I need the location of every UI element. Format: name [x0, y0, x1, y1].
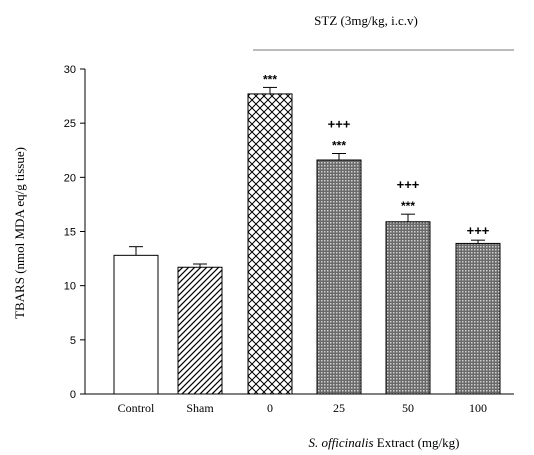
bar-25: [316, 159, 362, 395]
extract-group-label: S. officinalis Extract (mg/kg): [309, 435, 460, 450]
x-tick-labels: Control Sham 0 25 50 100: [118, 401, 487, 415]
x-tick-label: 50: [402, 401, 414, 415]
extract-species-label: S. officinalis: [309, 435, 374, 450]
x-tick-label: Sham: [186, 401, 214, 415]
significance-vs-control: ***: [332, 139, 346, 153]
bar-0: [247, 93, 293, 395]
x-tick-label: 100: [469, 401, 487, 415]
y-tick-label: 25: [64, 118, 76, 130]
bar-control: [113, 254, 159, 395]
y-tick-label: 5: [70, 335, 76, 347]
y-axis-label: TBARS (nmol MDA eq/g tissue): [12, 147, 27, 319]
x-tick-label: 25: [333, 401, 345, 415]
y-tick-label: 0: [70, 389, 76, 401]
bars: *** *** +++ *** +++ +++: [113, 72, 501, 395]
significance-vs-stz: +++: [397, 177, 420, 192]
x-tick-label: 0: [267, 401, 273, 415]
significance-vs-stz: +++: [467, 223, 490, 238]
y-tick-label: 10: [64, 281, 76, 293]
x-tick-label: Control: [118, 401, 155, 415]
significance-vs-stz: +++: [328, 117, 351, 132]
bar-sham: [177, 266, 223, 395]
y-tick-label: 30: [64, 64, 76, 76]
extract-unit-label: Extract (mg/kg): [374, 435, 460, 450]
stz-group-label: STZ (3mg/kg, i.c.v): [314, 13, 418, 28]
y-tick-label: 15: [64, 227, 76, 239]
y-tick-label: 20: [64, 172, 76, 184]
bar-100: [455, 242, 501, 395]
significance-vs-control: ***: [401, 199, 415, 213]
significance-vs-control: ***: [263, 72, 277, 86]
y-ticks: 0 5 10 15 20 25 30: [64, 64, 85, 401]
bar-50: [385, 221, 431, 395]
